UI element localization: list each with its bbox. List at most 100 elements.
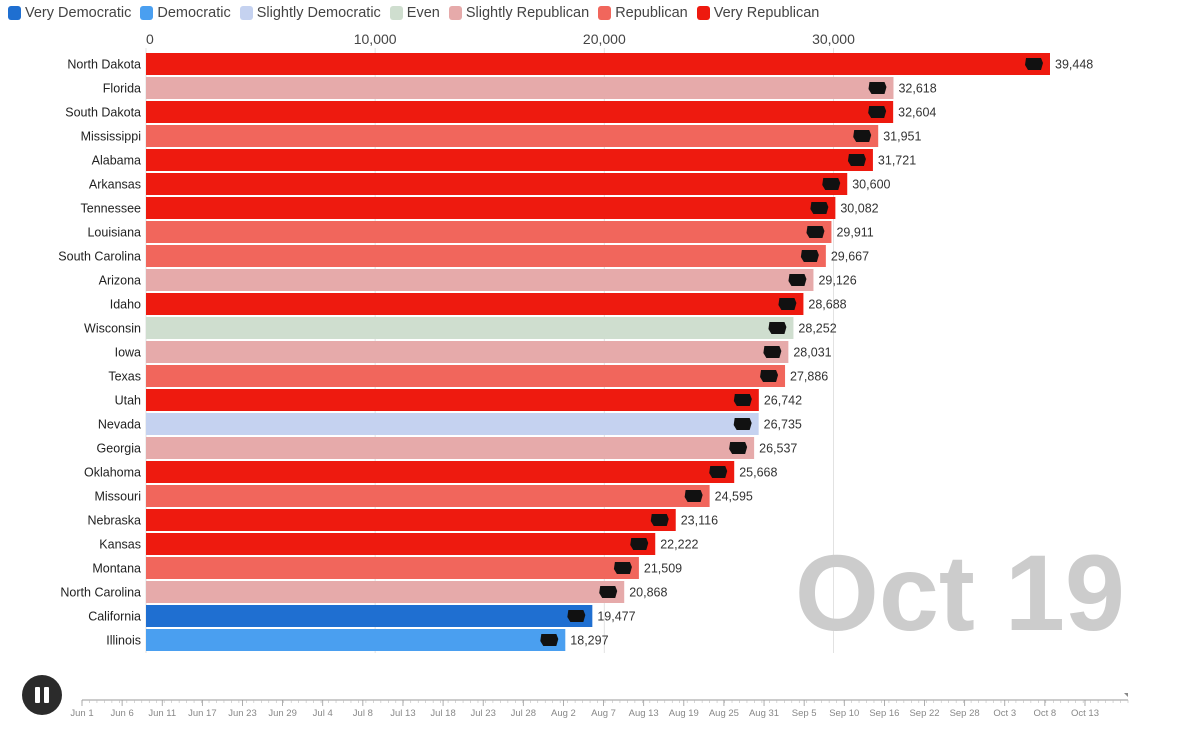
bar-row: Iowa 28,031 <box>115 341 832 363</box>
legend-item[interactable]: Even <box>389 5 440 21</box>
bar-row: Nevada 26,735 <box>98 413 802 435</box>
north-carolina-shape-icon <box>599 586 618 598</box>
legend-item[interactable]: Very Republican <box>696 5 819 21</box>
legend-item[interactable]: Slightly Democratic <box>239 5 381 21</box>
category-label: Louisiana <box>87 226 141 240</box>
bar-row: Oklahoma 25,668 <box>84 461 777 483</box>
utah-shape-icon-shape <box>733 394 752 406</box>
legend-swatch <box>140 6 154 20</box>
bar[interactable] <box>146 485 710 507</box>
georgia-shape-icon <box>729 442 748 454</box>
value-label: 29,667 <box>831 250 869 264</box>
bar-row: Missouri 24,595 <box>94 485 753 507</box>
bar-row: Florida 32,618 <box>103 77 937 99</box>
bar[interactable] <box>146 509 676 531</box>
north-carolina-shape-icon-shape <box>599 586 618 598</box>
legend-item[interactable]: Republican <box>598 5 688 21</box>
value-label: 23,116 <box>681 514 718 528</box>
legend-swatch <box>8 6 21 20</box>
bar[interactable] <box>146 269 814 291</box>
bar[interactable] <box>146 125 879 147</box>
timeline-label: Jun 17 <box>188 708 217 719</box>
bar[interactable] <box>146 605 593 627</box>
bar[interactable] <box>146 461 735 483</box>
value-label: 26,537 <box>759 442 797 456</box>
bar[interactable] <box>146 197 836 219</box>
value-label: 39,448 <box>1055 58 1093 72</box>
bar[interactable] <box>146 317 794 339</box>
value-label: 32,604 <box>898 106 936 120</box>
bar[interactable] <box>146 413 759 435</box>
bar[interactable] <box>146 629 566 651</box>
mississippi-shape-icon-shape <box>853 130 872 142</box>
bar-row: North Carolina 20,868 <box>60 581 667 603</box>
timeline-label: Aug 7 <box>591 708 616 719</box>
value-label: 30,082 <box>840 202 878 216</box>
bar[interactable] <box>146 77 894 99</box>
louisiana-shape-icon <box>806 226 825 238</box>
timeline-label: Aug 19 <box>669 708 699 719</box>
timeline-label: Sep 10 <box>829 708 859 719</box>
bar[interactable] <box>146 557 639 579</box>
timeline-label: Oct 8 <box>1034 708 1057 719</box>
legend-item[interactable]: Slightly Republican <box>448 5 589 21</box>
category-label: Oklahoma <box>84 466 141 480</box>
bars: North Dakota 39,448 Florida 32,618 South Dak… <box>58 53 1093 651</box>
legend-swatch <box>239 6 253 20</box>
category-label: Nebraska <box>88 514 142 528</box>
idaho-shape-icon <box>778 298 797 310</box>
legend-item[interactable]: Democratic <box>140 5 231 21</box>
x-axis-ticks: 0 10,000 20,000 30,000 <box>146 31 855 47</box>
legend-item[interactable]: Very Democratic <box>8 5 131 21</box>
idaho-shape-icon-shape <box>778 298 797 310</box>
timeline-handle[interactable] <box>1124 693 1128 697</box>
timeline-label: Aug 31 <box>749 708 779 719</box>
nevada-shape-icon <box>733 418 752 430</box>
legend-swatch <box>389 6 403 20</box>
value-label: 27,886 <box>790 370 828 384</box>
bar[interactable] <box>146 437 755 459</box>
bar[interactable] <box>146 173 848 195</box>
x-tick-label: 20,000 <box>583 31 626 47</box>
legend-label: Very Democratic <box>25 5 132 21</box>
bar[interactable] <box>146 581 625 603</box>
bar[interactable] <box>146 245 826 267</box>
bar-row: Nebraska 23,116 <box>88 509 718 531</box>
category-label: Georgia <box>97 442 142 456</box>
missouri-shape-icon <box>684 490 703 502</box>
timeline[interactable]: Jun 1 Jun 6 Jun 11 Jun 17 Jun 23 Jun 29 Jul 4 J… <box>70 693 1129 719</box>
iowa-shape-icon-shape <box>763 346 782 358</box>
bar[interactable] <box>146 365 786 387</box>
florida-shape-icon <box>868 82 887 94</box>
bar[interactable] <box>146 149 873 171</box>
bar-row: California 19,477 <box>88 605 636 627</box>
timeline-label: Aug 13 <box>629 708 659 719</box>
bar[interactable] <box>146 53 1050 75</box>
category-label: Montana <box>92 562 141 576</box>
louisiana-shape-icon-shape <box>806 226 825 238</box>
wisconsin-shape-icon-shape <box>768 322 787 334</box>
bar[interactable] <box>146 221 832 243</box>
bar[interactable] <box>146 533 656 555</box>
bar[interactable] <box>146 389 759 411</box>
kansas-shape-icon <box>630 538 649 550</box>
timeline-label: Jul 4 <box>313 708 333 719</box>
montana-shape-icon-shape <box>613 562 632 574</box>
legend-label: Slightly Democratic <box>256 5 381 21</box>
category-label: Tennessee <box>81 202 142 216</box>
bar[interactable] <box>146 101 894 123</box>
nebraska-shape-icon-shape <box>650 514 669 526</box>
bar-row: Montana 21,509 <box>92 557 682 579</box>
timeline-label: Oct 3 <box>993 708 1016 719</box>
bar[interactable] <box>146 293 804 315</box>
montana-shape-icon <box>613 562 632 574</box>
category-label: Utah <box>115 394 141 408</box>
nevada-shape-icon-shape <box>733 418 752 430</box>
value-label: 25,668 <box>739 466 777 480</box>
missouri-shape-icon-shape <box>684 490 703 502</box>
bar[interactable] <box>146 341 789 363</box>
value-label: 28,252 <box>798 322 836 336</box>
pause-button[interactable] <box>22 675 62 715</box>
category-label: Arkansas <box>89 178 141 192</box>
